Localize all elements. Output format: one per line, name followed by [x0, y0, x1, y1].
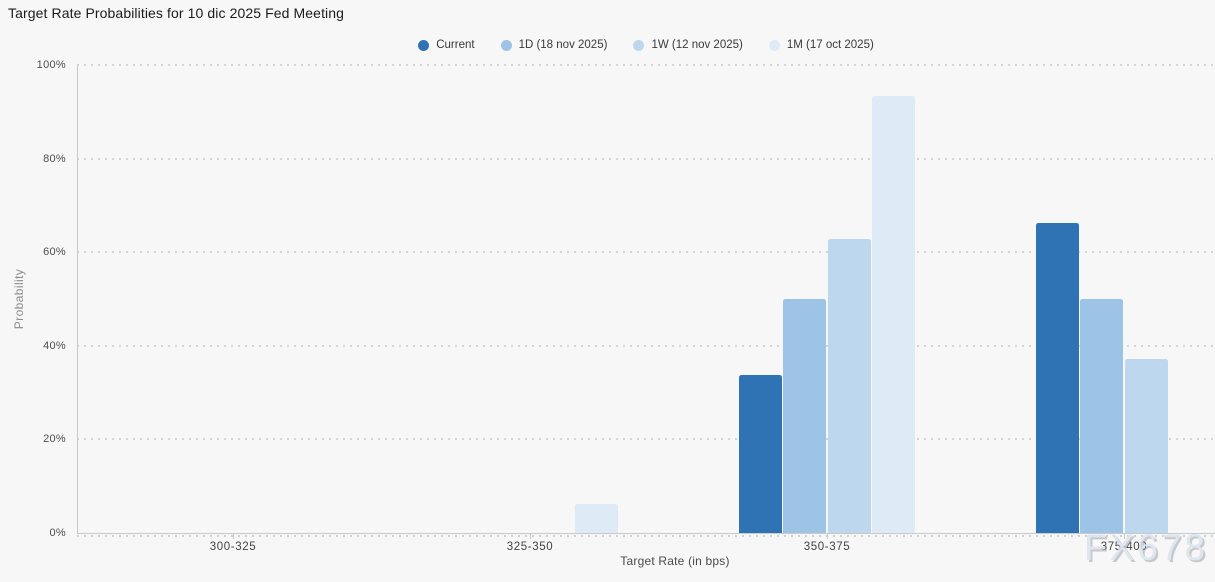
bar-current-350-375[interactable] — [738, 375, 782, 533]
chart-legend: Current 1D (18 nov 2025) 1W (12 nov 2025) 1… — [77, 36, 1215, 54]
legend-item-current[interactable]: Current — [418, 39, 475, 51]
legend-label: 1M (17 oct 2025) — [786, 39, 874, 51]
bar-1w-350-375[interactable] — [827, 239, 871, 533]
bar-1d-375-400[interactable] — [1080, 299, 1124, 533]
y-tick-label: 40% — [43, 339, 66, 352]
legend-marker-icon — [768, 39, 780, 51]
legend-marker-icon — [633, 39, 645, 51]
bar-1m-325-350[interactable] — [575, 503, 619, 533]
legend-item-1d[interactable]: 1D (18 nov 2025) — [500, 39, 608, 51]
y-tick-label: 80% — [43, 152, 66, 165]
x-tick-label-325-350: 325-350 — [506, 541, 554, 553]
legend-item-1w[interactable]: 1W (12 nov 2025) — [633, 39, 743, 51]
bar-1d-350-375[interactable] — [783, 298, 827, 533]
gridline-100% — [77, 64, 1215, 66]
x-tick — [530, 533, 531, 539]
legend-marker-icon — [500, 39, 512, 51]
x-axis-minor-ticks — [77, 535, 1215, 537]
legend-label: Current — [436, 39, 475, 51]
x-tick — [827, 533, 828, 539]
y-tick-label: 60% — [43, 246, 66, 259]
y-tick-label: 100% — [36, 59, 66, 71]
bar-1w-375-400[interactable] — [1124, 359, 1168, 533]
legend-label: 1D (18 nov 2025) — [518, 39, 608, 51]
y-tick-label: 20% — [43, 433, 66, 446]
chart-title: Target Rate Probabilities for 10 dic 202… — [8, 5, 345, 21]
y-axis-title: Probability — [12, 268, 26, 330]
y-tick-label: 0% — [49, 527, 66, 539]
x-tick-label-375-400: 375-400 — [1100, 541, 1148, 553]
bar-current-375-400[interactable] — [1035, 222, 1079, 533]
gridline-40% — [77, 344, 1215, 347]
x-tick — [1124, 533, 1125, 539]
gridline-80% — [77, 157, 1215, 160]
gridline-20% — [77, 438, 1215, 441]
x-axis-title: Target Rate (in bps) — [620, 554, 730, 568]
x-tick — [233, 533, 234, 539]
legend-label: 1W (12 nov 2025) — [651, 39, 743, 51]
x-tick-label-300-325: 300-325 — [209, 541, 257, 553]
gridline-60% — [77, 251, 1215, 254]
x-tick-label-350-375: 350-375 — [803, 541, 851, 553]
legend-marker-icon — [418, 39, 430, 51]
bar-1m-350-375[interactable] — [872, 95, 916, 533]
x-axis-line — [77, 533, 1215, 534]
y-axis-line — [77, 65, 78, 533]
legend-item-1m[interactable]: 1M (17 oct 2025) — [768, 39, 874, 51]
